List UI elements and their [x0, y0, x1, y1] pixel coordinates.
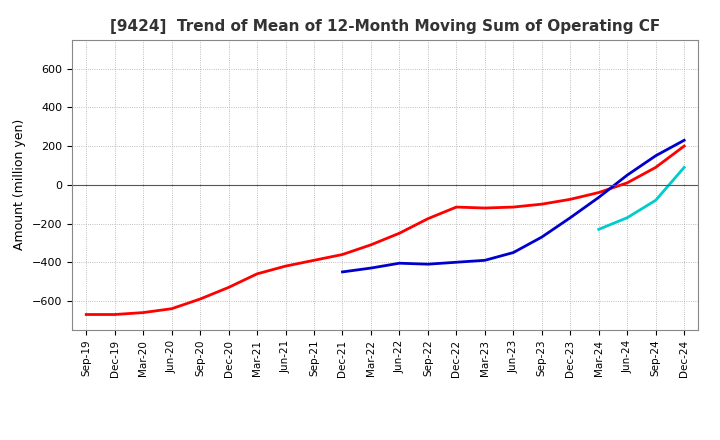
5 Years [423, 261, 432, 267]
Line: 3 Years: 3 Years [86, 146, 684, 315]
3 Years [395, 231, 404, 236]
3 Years [537, 202, 546, 207]
3 Years [680, 143, 688, 149]
3 Years [310, 258, 318, 263]
3 Years [110, 312, 119, 317]
3 Years [139, 310, 148, 315]
5 Years [652, 153, 660, 158]
3 Years [595, 190, 603, 195]
5 Years [509, 250, 518, 255]
Title: [9424]  Trend of Mean of 12-Month Moving Sum of Operating CF: [9424] Trend of Mean of 12-Month Moving … [110, 19, 660, 34]
3 Years [652, 165, 660, 170]
3 Years [338, 252, 347, 257]
3 Years [225, 285, 233, 290]
Line: 5 Years: 5 Years [343, 140, 684, 272]
5 Years [537, 235, 546, 240]
3 Years [366, 242, 375, 247]
5 Years [366, 265, 375, 271]
3 Years [623, 180, 631, 186]
3 Years [196, 297, 204, 302]
5 Years [566, 215, 575, 220]
5 Years [595, 195, 603, 200]
Y-axis label: Amount (million yen): Amount (million yen) [13, 119, 26, 250]
3 Years [480, 205, 489, 211]
7 Years [623, 215, 631, 220]
5 Years [338, 269, 347, 275]
3 Years [282, 264, 290, 269]
5 Years [623, 172, 631, 178]
3 Years [452, 205, 461, 210]
5 Years [480, 258, 489, 263]
3 Years [253, 271, 261, 276]
3 Years [509, 205, 518, 210]
7 Years [680, 165, 688, 170]
3 Years [167, 306, 176, 312]
5 Years [452, 260, 461, 265]
7 Years [595, 227, 603, 232]
3 Years [423, 216, 432, 221]
5 Years [680, 138, 688, 143]
7 Years [652, 198, 660, 203]
5 Years [395, 260, 404, 266]
Line: 7 Years: 7 Years [599, 167, 684, 229]
3 Years [82, 312, 91, 317]
3 Years [566, 197, 575, 202]
